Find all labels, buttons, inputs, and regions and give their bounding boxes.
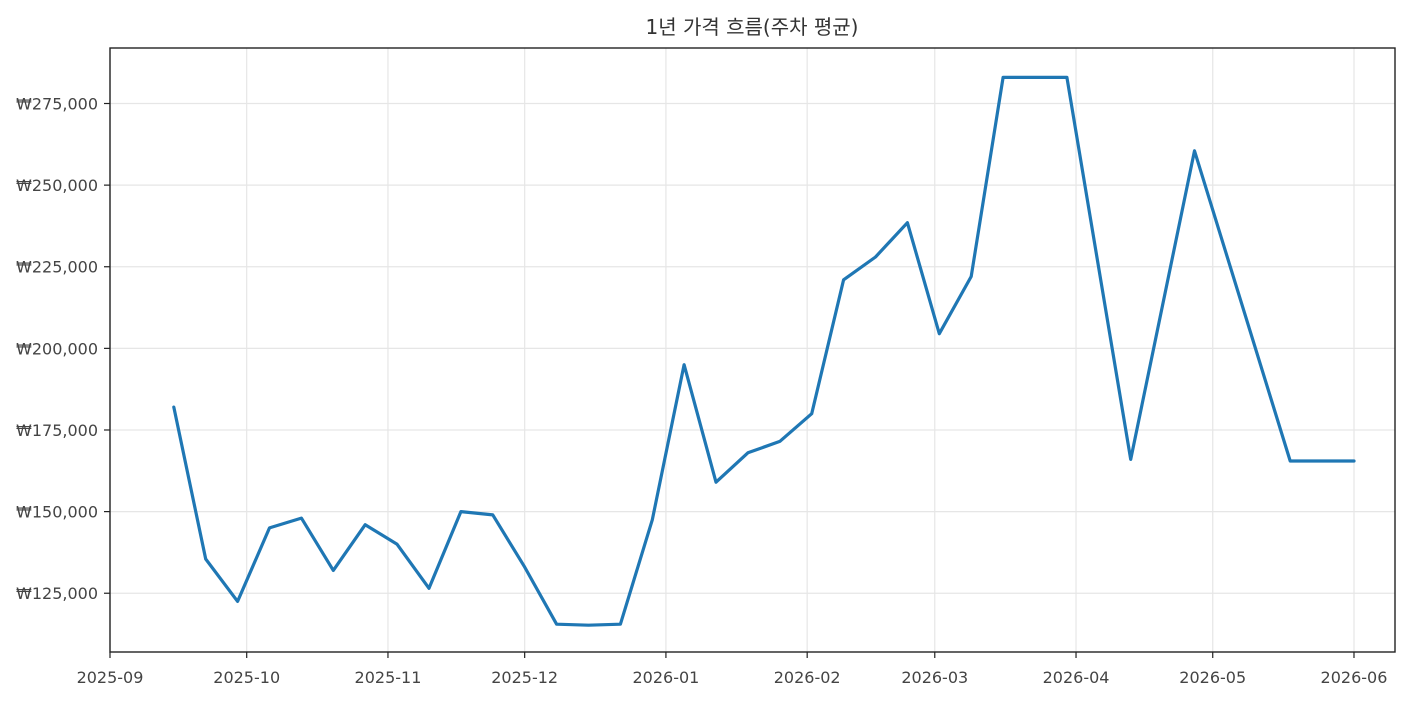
- plot-frame: [109, 47, 1396, 653]
- series-line-0: [172, 75, 1356, 627]
- x-tick-label: 2026-01: [632, 668, 699, 687]
- y-tick-label: ₩125,000: [16, 584, 98, 603]
- x-tick-label: 2025-09: [77, 668, 144, 687]
- y-tick-label: ₩250,000: [16, 176, 98, 195]
- y-tick-label: ₩150,000: [16, 503, 98, 522]
- y-axis: ₩125,000 ₩150,000 ₩175,000 ₩200,000 ₩225,000…: [16, 95, 110, 603]
- series-layer: [172, 75, 1356, 627]
- x-tick-label: 2025-11: [355, 668, 422, 687]
- x-tick-label: 2026-02: [774, 668, 841, 687]
- y-tick-label: ₩175,000: [16, 421, 98, 440]
- x-tick-label: 2025-10: [213, 668, 280, 687]
- x-tick-label: 2026-05: [1179, 668, 1246, 687]
- y-tick-label: ₩200,000: [16, 339, 98, 358]
- chart-title: 1년 가격 흐름(주차 평균): [645, 15, 858, 39]
- y-tick-label: ₩275,000: [16, 95, 98, 114]
- x-tick-label: 2026-06: [1321, 668, 1388, 687]
- x-tick-label: 2026-04: [1043, 668, 1110, 687]
- x-tick-label: 2026-03: [901, 668, 968, 687]
- x-axis: 2025-09 2025-10 2025-11 2025-12 2026-01 2026-…: [77, 652, 1388, 687]
- y-tick-label: ₩225,000: [16, 258, 98, 277]
- x-tick-label: 2025-12: [491, 668, 558, 687]
- grid-lines: [109, 48, 1395, 652]
